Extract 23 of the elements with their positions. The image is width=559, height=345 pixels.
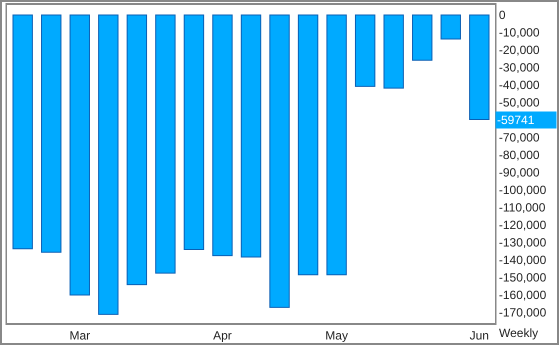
y-tick-label: -110,000 [498,200,546,215]
y-tick-label: -140,000 [498,253,547,268]
x-tick-label: Jun [470,328,489,342]
y-tick-label: 0 [498,8,506,22]
y-tick-label: -80,000 [498,148,540,162]
y-tick-label: -30,000 [498,60,540,75]
y-tick-label: -160,000 [498,288,547,302]
x-tick-label: Apr [213,328,232,342]
y-tick-label: -150,000 [498,270,547,285]
y-tick-label: -90,000 [498,166,540,180]
y-tick-label: -40,000 [498,78,540,92]
text: -59741 [497,113,535,127]
x-tick-label: May [325,328,348,342]
y-tick-label: -70,000 [498,130,540,145]
y-tick-label: -10,000 [498,26,540,40]
y-tick-label: -120,000 [498,218,547,232]
text: Weekly [499,326,538,340]
x-tick-label: Mar [69,328,90,342]
y-tick-label: -20,000 [498,43,540,58]
y-tick-label: -50,000 [498,96,540,110]
y-tick-label: -100,000 [498,183,547,198]
y-tick-label: -130,000 [498,236,547,250]
y-tick-label: -170,000 [498,306,547,320]
